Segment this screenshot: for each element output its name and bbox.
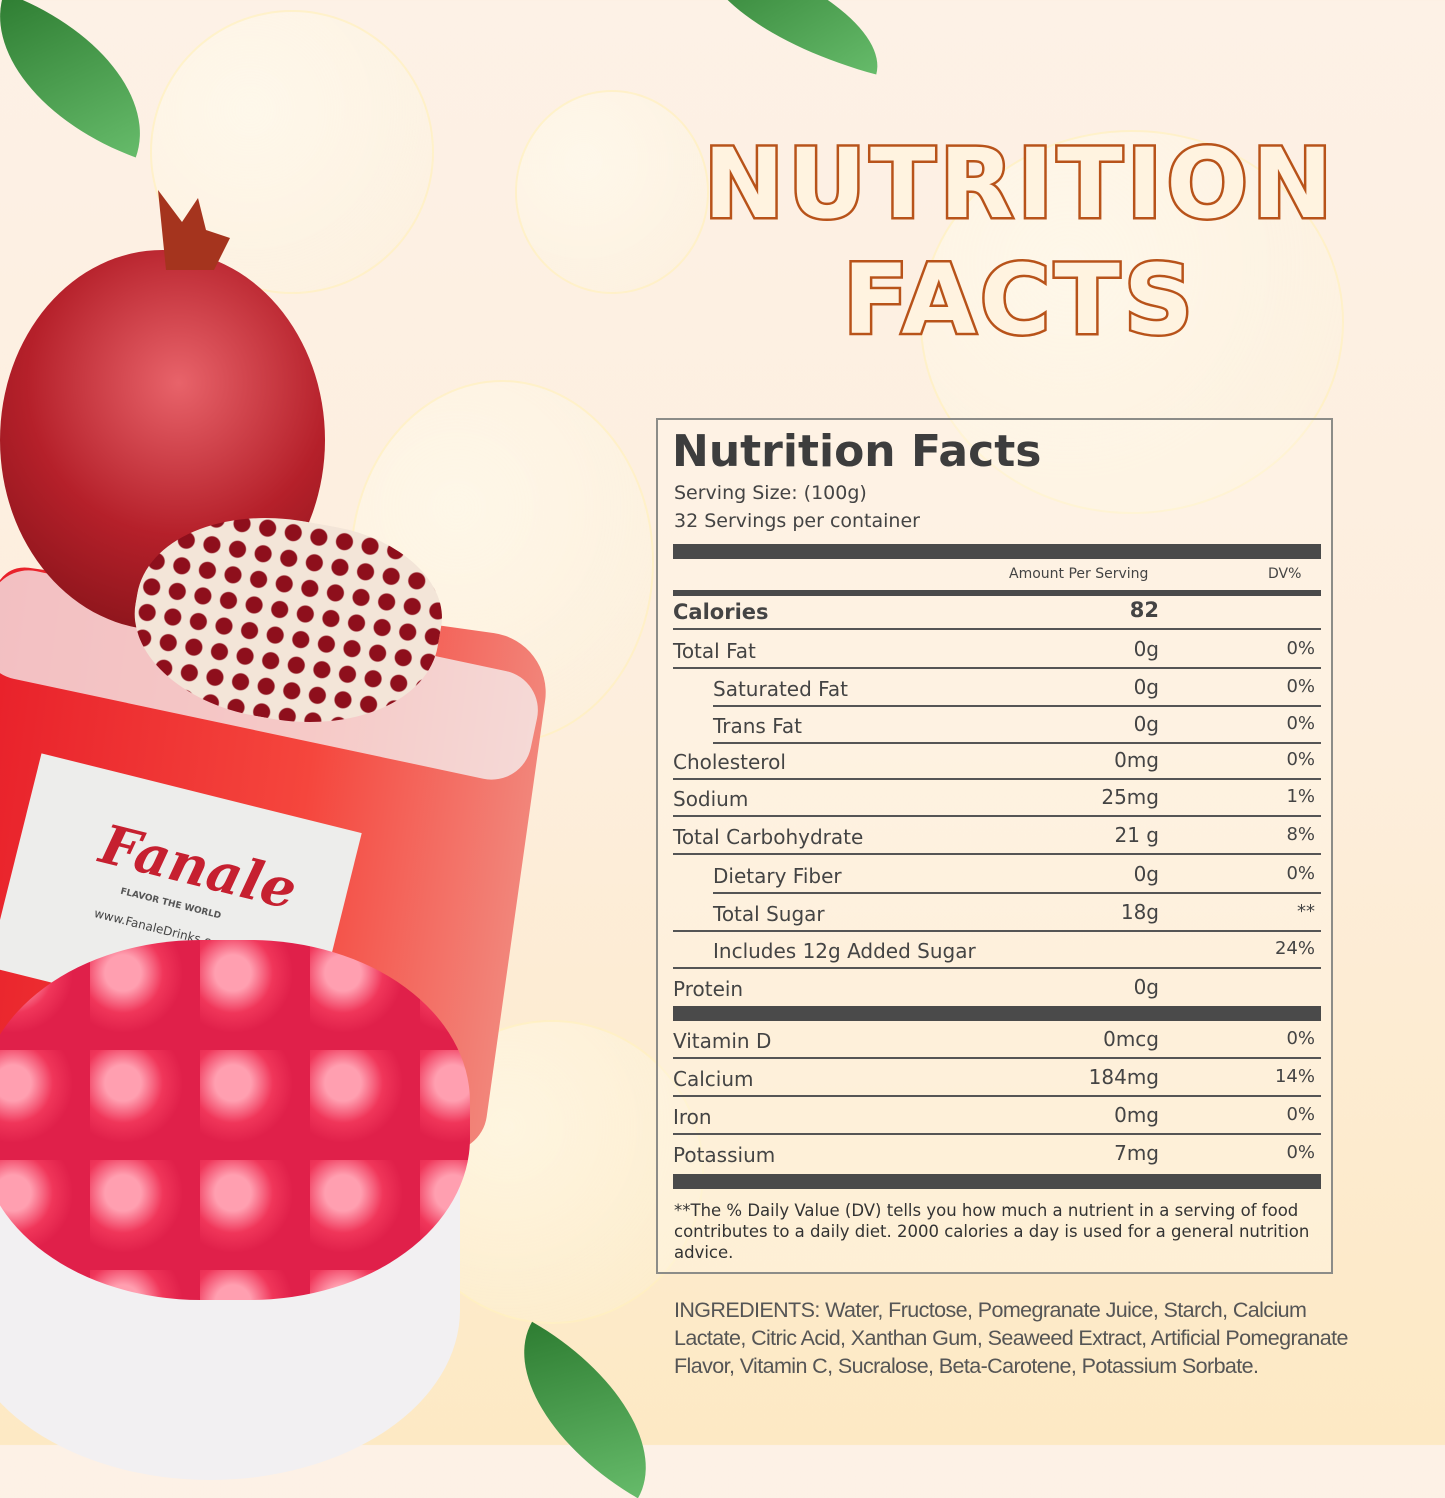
leaf-decoration <box>482 1321 688 1498</box>
nutrient-name: Includes 12g Added Sugar <box>713 939 976 963</box>
col-dv-header: DV% <box>1268 566 1302 582</box>
row-divider <box>673 778 1321 780</box>
row-divider <box>713 742 1321 744</box>
nutrient-name: Cholesterol <box>673 750 786 774</box>
nutrient-dv: 8% <box>1286 824 1315 845</box>
row-divider <box>713 705 1321 707</box>
nutrient-dv: 0% <box>1286 1104 1315 1125</box>
nutrient-amount: 0g <box>1133 862 1159 886</box>
nutrient-name: Total Sugar <box>713 902 825 926</box>
nutrient-row: Saturated Fat 0g 0% <box>673 671 1321 707</box>
nutrient-row: Protein 0g <box>673 971 1321 1007</box>
nutrient-name: Protein <box>673 977 744 1001</box>
nutrient-row: Dietary Fiber 0g 0% <box>673 858 1321 894</box>
nutrient-dv: 0% <box>1286 1028 1315 1049</box>
nutrient-row: Calcium 184mg 14% <box>673 1061 1321 1097</box>
calories-label: Calories <box>673 600 769 624</box>
row-divider <box>673 930 1321 932</box>
servings-per-container: 32 Servings per container <box>674 510 920 532</box>
row-divider <box>673 1133 1321 1135</box>
popping-boba <box>0 940 470 1300</box>
nutrient-name: Calcium <box>673 1067 754 1091</box>
nutrient-name: Potassium <box>673 1143 776 1167</box>
nutrient-row: Total Carbohydrate 21 g 8% <box>673 819 1321 855</box>
row-divider <box>673 667 1321 669</box>
nutrient-amount: 0g <box>1133 675 1159 699</box>
headline-line1: NUTRITION <box>701 128 1337 240</box>
row-divider <box>673 815 1321 817</box>
nutrient-name: Trans Fat <box>713 714 802 738</box>
serving-size: Serving Size: (100g) <box>674 482 867 504</box>
nutrient-amount: 25mg <box>1101 785 1159 809</box>
nutrient-name: Sodium <box>673 787 749 811</box>
nutrient-row: Vitamin D 0mcg 0% <box>673 1023 1321 1059</box>
nutrient-row: Iron 0mg 0% <box>673 1099 1321 1135</box>
nutrient-row: Potassium 7mg 0% <box>673 1137 1321 1173</box>
dv-footnote: **The % Daily Value (DV) tells you how m… <box>674 1201 1310 1262</box>
nutrient-amount: 18g <box>1120 900 1159 924</box>
row-divider <box>673 628 1321 630</box>
row-divider <box>673 1095 1321 1097</box>
nutrient-amount: 7mg <box>1114 1141 1159 1165</box>
thick-divider <box>673 544 1321 559</box>
nutrient-row: Sodium 25mg 1% <box>673 781 1321 817</box>
nutrient-row: Includes 12g Added Sugar 24% <box>673 933 1321 969</box>
bubble-decoration <box>515 90 709 294</box>
label-title: Nutrition Facts <box>672 426 1042 477</box>
nutrient-amount: 184mg <box>1088 1065 1159 1089</box>
col-amount-header: Amount Per Serving <box>1009 566 1149 582</box>
nutrient-amount: 0mcg <box>1103 1027 1159 1051</box>
nutrient-dv: 0% <box>1286 863 1315 884</box>
nutrient-name: Saturated Fat <box>713 677 848 701</box>
nutrient-name: Total Carbohydrate <box>673 825 864 849</box>
nutrient-amount: 0mg <box>1114 748 1159 772</box>
thick-divider <box>673 1006 1321 1021</box>
row-divider <box>673 1057 1321 1059</box>
nutrient-dv: 0% <box>1286 638 1315 659</box>
nutrient-dv: 0% <box>1286 676 1315 697</box>
nutrient-amount: 0g <box>1133 637 1159 661</box>
headline-line2: FACTS <box>841 244 1197 356</box>
divider <box>673 590 1321 596</box>
nutrient-row: Trans Fat 0g 0% <box>673 708 1321 744</box>
nutrient-name: Iron <box>673 1105 712 1129</box>
calories-row: Calories 82 <box>673 594 1321 630</box>
nutrient-dv: 0% <box>1286 749 1315 770</box>
nutrient-amount: 0mg <box>1114 1103 1159 1127</box>
nutrient-dv: 0% <box>1286 1142 1315 1163</box>
nutrient-dv: ** <box>1297 901 1315 922</box>
row-divider <box>713 892 1321 894</box>
nutrient-dv: 24% <box>1274 938 1315 959</box>
nutrient-dv: 14% <box>1274 1066 1315 1087</box>
bubble-decoration <box>920 130 1344 514</box>
nutrient-amount: 21 g <box>1114 823 1159 847</box>
nutrient-amount: 0g <box>1133 975 1159 999</box>
nutrient-name: Dietary Fiber <box>713 864 842 888</box>
calories-value: 82 <box>1129 598 1159 622</box>
ingredients-text: INGREDIENTS: Water, Fructose, Pomegranat… <box>674 1298 1348 1378</box>
nutrient-dv: 0% <box>1286 713 1315 734</box>
nutrient-row: Cholesterol 0mg 0% <box>673 744 1321 780</box>
row-divider <box>673 853 1321 855</box>
leaf-decoration <box>683 0 897 75</box>
nutrition-label: Nutrition Facts Serving Size: (100g) 32 … <box>656 418 1333 1274</box>
nutrient-name: Total Fat <box>673 639 756 663</box>
nutrient-amount: 0g <box>1133 712 1159 736</box>
nutrient-row: Total Fat 0g 0% <box>673 633 1321 669</box>
row-divider <box>673 967 1321 969</box>
leaf-decoration <box>0 0 174 158</box>
nutrient-name: Vitamin D <box>673 1029 772 1053</box>
nutrient-dv: 1% <box>1286 786 1315 807</box>
thick-divider <box>673 1174 1321 1189</box>
nutrient-row: Total Sugar 18g ** <box>673 896 1321 932</box>
